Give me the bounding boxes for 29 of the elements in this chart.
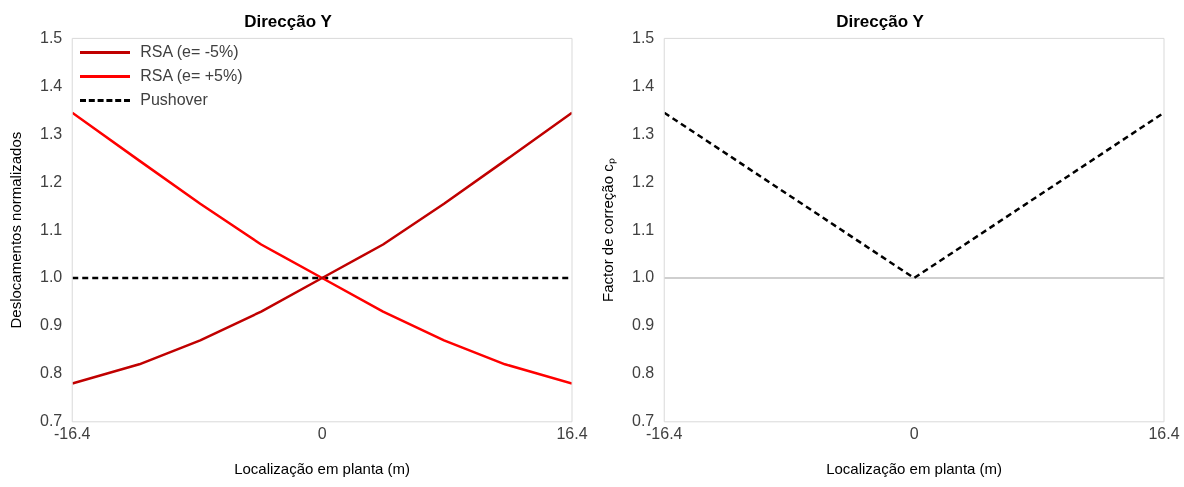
y-tick-label: 1.5 bbox=[631, 28, 655, 46]
y-tick-label: 1.0 bbox=[631, 268, 655, 286]
y-tick-label: 1.4 bbox=[39, 76, 63, 94]
y-tick-label: 1.3 bbox=[39, 124, 63, 142]
y-axis-title: Deslocamentos normalizados bbox=[7, 131, 25, 329]
y-tick-label: 1.2 bbox=[39, 172, 63, 190]
legend-label: RSA (e= -5%) bbox=[140, 43, 239, 62]
x-tick-label: 16.4 bbox=[556, 424, 588, 442]
legend-label: Pushover bbox=[140, 91, 208, 110]
y-tick-label: 1.1 bbox=[631, 220, 655, 238]
legend-label: RSA (e= +5%) bbox=[140, 67, 243, 86]
y-tick-label: 1.3 bbox=[631, 124, 655, 142]
y-axis-title: Factor de correção cₚ bbox=[599, 158, 618, 302]
y-tick-label: 0.9 bbox=[39, 316, 63, 334]
x-axis-title: Localização em planta (m) bbox=[826, 460, 1003, 478]
y-tick-label: 1.0 bbox=[39, 268, 63, 286]
y-tick-label: 0.9 bbox=[631, 316, 655, 334]
y-tick-label: 0.8 bbox=[39, 364, 63, 382]
y-tick-label: 1.5 bbox=[39, 28, 63, 46]
y-tick-label: 0.8 bbox=[631, 364, 655, 382]
x-axis-title: Localização em planta (m) bbox=[234, 460, 411, 478]
x-tick-label: 0 bbox=[317, 424, 327, 442]
chart-title: Direcção Y bbox=[244, 11, 333, 31]
y-tick-label: 1.2 bbox=[631, 172, 655, 190]
chart-title: Direcção Y bbox=[836, 11, 925, 31]
y-tick-label: 1.1 bbox=[39, 220, 63, 238]
x-tick-label: 16.4 bbox=[1148, 424, 1180, 442]
y-tick-label: 1.4 bbox=[631, 76, 655, 94]
x-tick-label: 0 bbox=[909, 424, 919, 442]
